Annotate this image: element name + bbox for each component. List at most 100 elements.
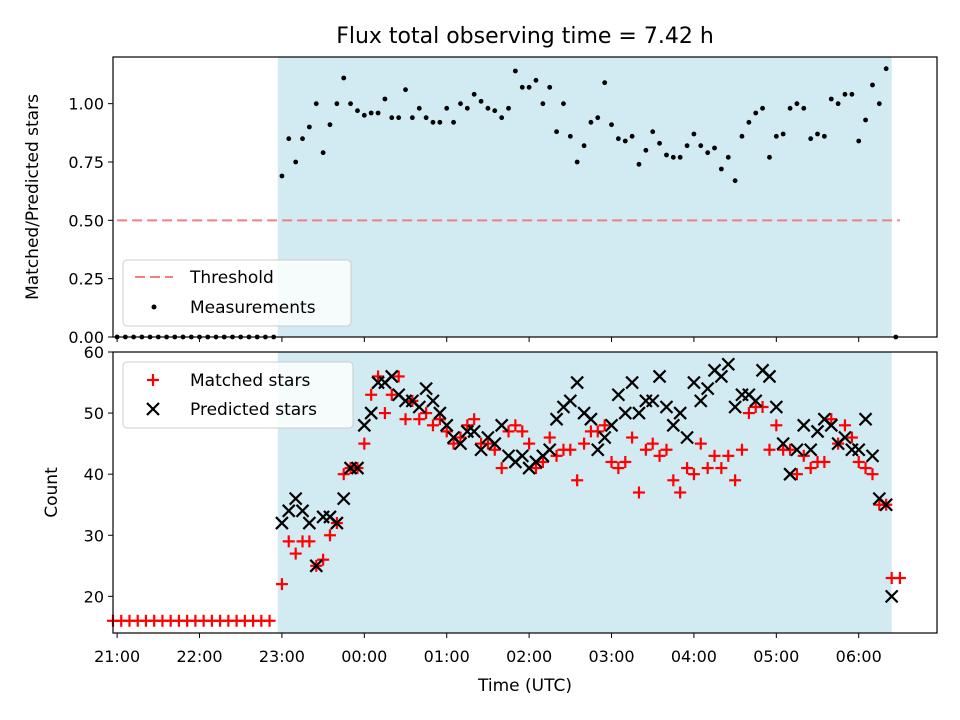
matched-star-point (337, 468, 350, 481)
measurement-point (746, 119, 752, 125)
measurement-point (526, 84, 532, 90)
predicted-star-point (453, 436, 468, 451)
matched-star-point (612, 462, 625, 475)
matched-star-point (790, 468, 803, 481)
matched-star-point (729, 474, 742, 487)
predicted-star-point (652, 369, 667, 384)
predicted-star-point (549, 412, 564, 426)
matched-star-point (845, 431, 858, 444)
matched-stars-legend-label: Matched stars (190, 371, 310, 391)
ratio-panel-frame (112, 56, 938, 338)
matched-star-point (433, 413, 446, 426)
predicted-star-point (824, 418, 839, 433)
measurement-point (670, 154, 676, 160)
matched-star-point (660, 443, 673, 456)
matched-star-point (742, 407, 755, 420)
observing-window-shade (277, 352, 892, 633)
count-panel: 20 30 40 50 60 21:00 22:00 23:00 00:00 01:00 02:0… (42, 343, 938, 696)
matched-star-point (468, 413, 481, 426)
ratio-y-tick-label: 0.00 (68, 328, 104, 347)
time-x-axis-label: Time (UTC) (477, 676, 572, 696)
measurement-point (327, 122, 333, 128)
time-x-tick-label: 23:00 (259, 647, 305, 666)
measurement-point (293, 159, 299, 165)
predicted-star-point (302, 516, 317, 530)
measurement-point (712, 145, 717, 151)
matched-star-point (488, 443, 501, 456)
time-x-tick-label: 00:00 (341, 647, 387, 666)
matched-star-point (536, 455, 549, 468)
measurement-point (306, 124, 312, 130)
predicted-star-point (515, 449, 530, 463)
measurement-point (643, 147, 649, 153)
predicted-star-point (714, 369, 729, 384)
matched-star-point (447, 437, 460, 450)
measurement-point (368, 110, 374, 116)
predicted-star-point (426, 394, 440, 408)
measurement-point (409, 115, 415, 121)
predicted-star-point (666, 418, 681, 433)
matched-star-point (619, 455, 632, 468)
measurement-point (753, 110, 759, 116)
predicted-star-point (275, 516, 289, 530)
measurement-point (622, 138, 628, 144)
observing-window-shade (277, 57, 892, 337)
matched-star-point (323, 529, 336, 542)
matched-star-point (722, 449, 735, 462)
measurement-point (767, 154, 772, 160)
measurement-point (355, 108, 360, 114)
measurement-point (664, 152, 669, 158)
time-x-axis: 21:00 22:00 23:00 00:00 01:00 02:00 03:00 04:00… (94, 633, 882, 666)
measurement-point (718, 166, 724, 172)
matched-star-point (378, 407, 391, 420)
measurement-point (849, 91, 855, 97)
measurement-point (609, 122, 614, 128)
matched-star-point (852, 455, 865, 468)
measurement-point (801, 105, 807, 111)
measurement-point (821, 133, 827, 139)
measurement-point (691, 131, 697, 137)
measurement-point (883, 66, 889, 72)
matched-star-point (605, 455, 618, 468)
measurement-point (313, 101, 319, 107)
matched-star-point (687, 468, 700, 481)
measurement-point (506, 105, 511, 111)
matched-star-point (426, 419, 439, 432)
predicted-star-point (597, 430, 612, 445)
matched-star-point (564, 443, 577, 456)
measurement-point (286, 136, 292, 142)
measurement-point (396, 115, 402, 121)
matched-star-point (578, 437, 591, 450)
measurement-point (561, 101, 566, 107)
measurement-point (828, 96, 834, 102)
matched-star-point (399, 413, 412, 426)
predicted-star-point (783, 467, 797, 481)
measurement-point (636, 161, 642, 167)
measurement-point (375, 110, 381, 116)
matched-star-point (784, 443, 797, 456)
measurement-point (815, 131, 820, 137)
matched-stars-points (107, 370, 906, 627)
predicted-star-point (838, 430, 852, 445)
predicted-star-point (858, 412, 873, 426)
count-panel-frame (112, 351, 938, 634)
predicted-star-point (467, 424, 481, 439)
count-y-axis-label: Count (42, 467, 62, 518)
predicted-star-point (803, 442, 818, 457)
count-y-tick-label: 50 (84, 404, 104, 423)
matched-star-point (502, 425, 515, 438)
threshold-legend-label: Threshold (189, 268, 274, 288)
matched-star-point (667, 474, 680, 487)
predicted-star-point (570, 375, 584, 390)
predicted-star-point (590, 442, 605, 457)
matched-star-point (825, 413, 838, 426)
matched-star-point (516, 425, 529, 438)
measurement-point (519, 84, 525, 90)
predicted-star-point (494, 418, 509, 433)
predicted-star-point (721, 357, 736, 371)
measurement-point (478, 98, 484, 104)
predicted-star-point (673, 406, 687, 420)
matched-star-point (653, 449, 666, 462)
measurement-point (499, 115, 505, 121)
matched-star-point (263, 614, 276, 627)
